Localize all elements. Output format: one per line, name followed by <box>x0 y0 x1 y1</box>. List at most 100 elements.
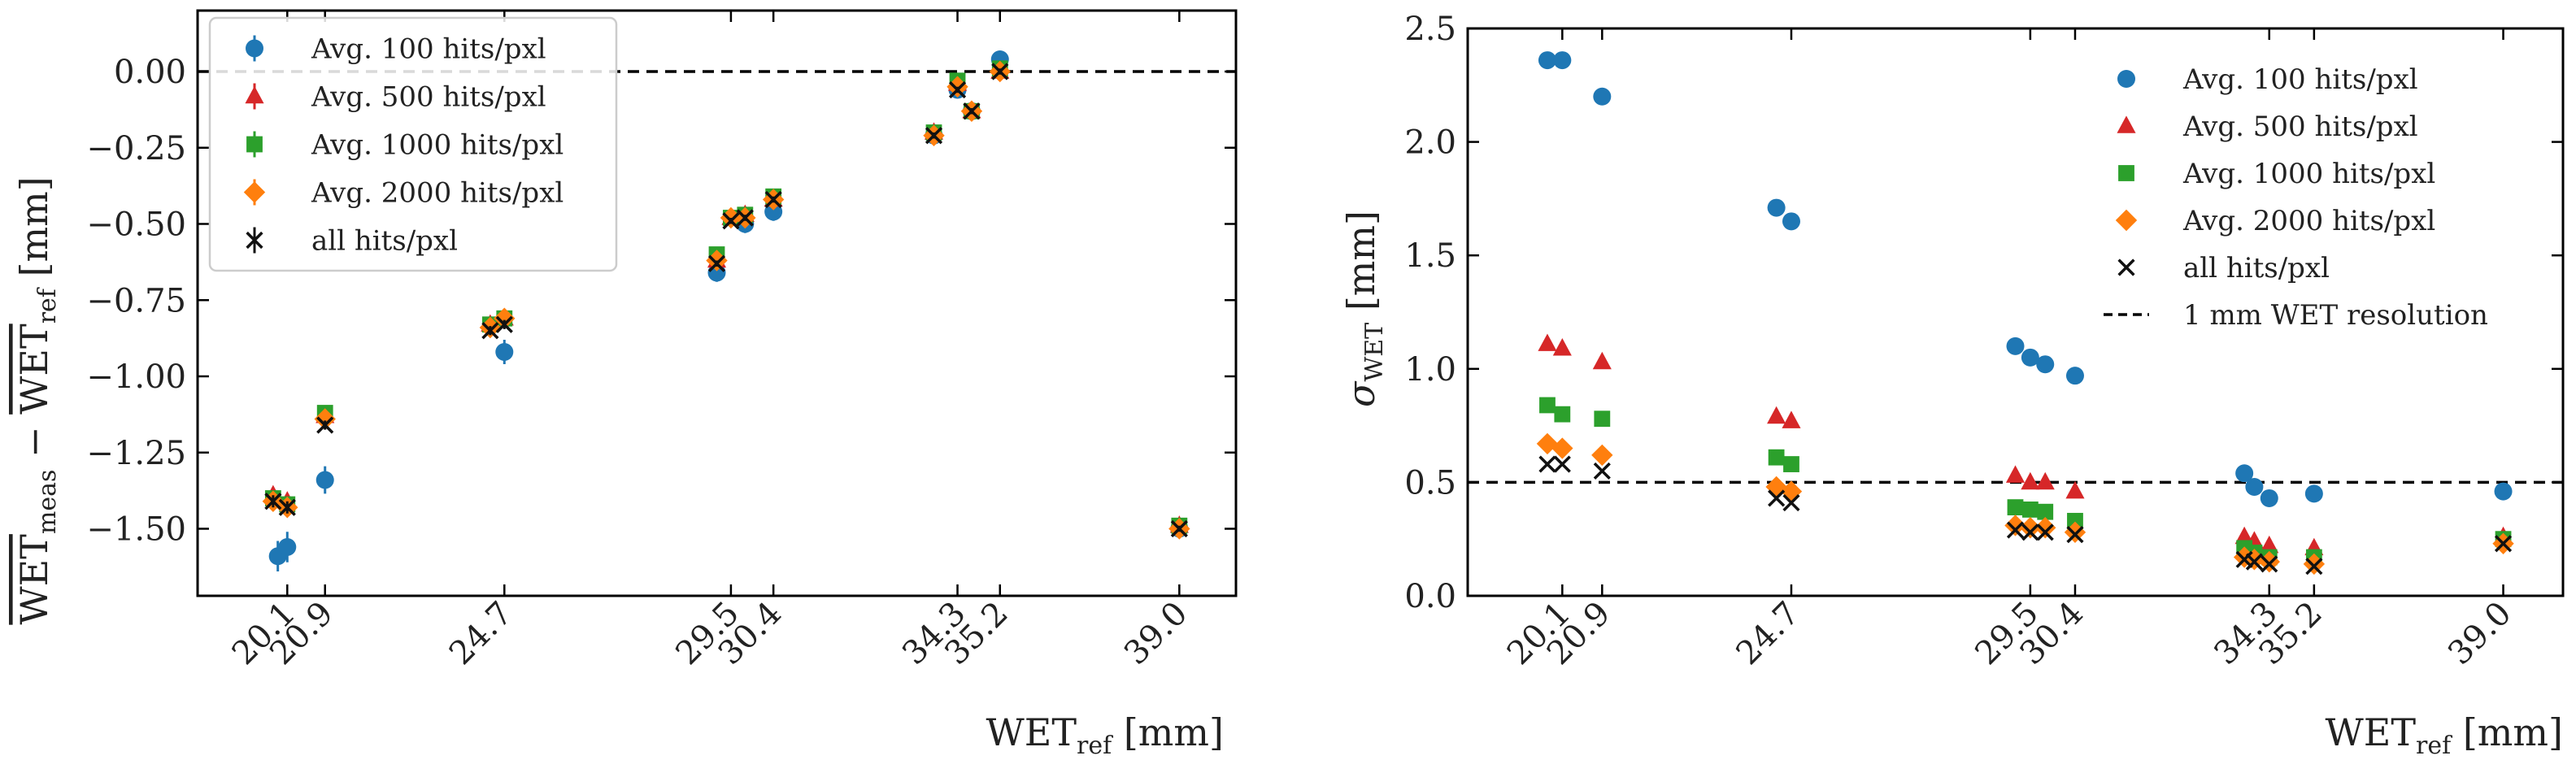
left-x-axis-label: WETref [mm] <box>986 710 1224 760</box>
left-legend: Avg. 100 hits/pxl Avg. 500 hits/pxl Avg. 1… <box>208 16 618 272</box>
series-all-hits-pxl <box>1538 455 2513 575</box>
y-tick-label: −1.50 <box>86 511 186 549</box>
data-point <box>1593 462 1611 480</box>
data-point <box>764 190 782 209</box>
data-point <box>2260 489 2278 507</box>
data-point <box>2261 555 2278 573</box>
data-point <box>1539 397 1556 414</box>
y-tick-label: 0.00 <box>114 54 186 91</box>
y-tick-label: −0.75 <box>86 282 186 319</box>
data-point <box>278 538 297 556</box>
right-y-axis-label: σWET [mm] <box>1339 211 1389 407</box>
legend-marker <box>2118 165 2134 181</box>
data-point <box>494 307 516 329</box>
data-point <box>2006 337 2025 355</box>
ylabel-unit: [mm] <box>12 176 56 289</box>
data-point <box>963 102 981 120</box>
y-tick-label: −1.25 <box>86 435 186 472</box>
legend-marker <box>2117 115 2136 133</box>
data-point <box>1782 212 1800 231</box>
xlabel-unit: [mm] <box>2451 710 2563 754</box>
x-tick-label: 24.7 <box>442 595 520 673</box>
data-point <box>2004 515 2026 536</box>
data-point <box>2260 535 2279 554</box>
data-point <box>2234 526 2254 545</box>
right-legend: Avg. 100 hits/pxl Avg. 500 hits/pxl Avg. 1… <box>2104 63 2488 332</box>
data-point <box>481 322 499 340</box>
data-point <box>2006 521 2025 539</box>
data-point <box>1768 449 1785 466</box>
data-point <box>736 209 754 227</box>
right-plot-frame <box>1466 27 2565 597</box>
legend-label-avg-1000-hits-pxl: Avg. 1000 hits/pxl <box>311 129 564 162</box>
svg-text:WETref [mm]: WETref [mm] <box>986 710 1224 760</box>
legend-label-avg-1000-hits-pxl: Avg. 1000 hits/pxl <box>2182 158 2435 190</box>
y-tick-label: 2.0 <box>1404 124 1456 162</box>
data-point <box>2245 553 2263 571</box>
data-point <box>1783 456 1799 472</box>
data-point <box>2036 523 2054 541</box>
xlabel-unit: [mm] <box>1112 710 1224 754</box>
data-point <box>722 212 740 230</box>
data-point <box>1554 406 1571 423</box>
data-point <box>1538 455 1556 473</box>
data-point <box>2007 499 2024 516</box>
xlabel-main: WET <box>2325 710 2416 754</box>
data-point <box>948 80 967 99</box>
x-tick-label: 24.7 <box>1730 595 1808 673</box>
y-tick-label: −0.50 <box>86 206 186 244</box>
data-point <box>2245 477 2264 496</box>
data-point <box>2021 348 2039 367</box>
ylabel-main-1: WET <box>12 534 56 625</box>
svg-text:WETref [mm]: WETref [mm] <box>2325 710 2563 760</box>
right-x-axis-label: WETref [mm] <box>2325 710 2563 760</box>
data-point <box>2304 484 2323 503</box>
data-point <box>2034 517 2056 539</box>
data-point <box>1536 432 1559 455</box>
left-y-axis-label: WETmeas − WETref [mm] <box>12 176 62 624</box>
data-point <box>1553 51 1572 70</box>
data-point <box>2235 550 2253 568</box>
svg-text:WETmeas − WETref [mm]: WETmeas − WETref [mm] <box>12 176 62 624</box>
xlabel-main: WET <box>986 710 1077 754</box>
y-tick-label: 1.0 <box>1404 351 1456 389</box>
xlabel-sub: ref <box>2416 732 2452 760</box>
legend-marker <box>246 136 263 153</box>
data-point <box>1782 493 1800 512</box>
data-point <box>1782 410 1801 428</box>
legend-label-avg-500-hits-pxl: Avg. 500 hits/pxl <box>2182 111 2418 143</box>
legend-label-avg-2000-hits-pxl: Avg. 2000 hits/pxl <box>2182 205 2435 237</box>
data-point <box>316 416 334 434</box>
series-all-hits-pxl <box>264 63 1188 538</box>
x-tick-label: 39.0 <box>2441 595 2519 673</box>
y-tick-label: −0.25 <box>86 130 186 167</box>
data-point <box>2035 471 2055 490</box>
data-point <box>2067 512 2083 529</box>
data-point <box>1552 338 1572 356</box>
svg-text:σWET [mm]: σWET [mm] <box>1339 211 1389 407</box>
legend-frame <box>208 16 618 272</box>
data-point <box>1767 198 1786 217</box>
legend-label-avg-100-hits-pxl: Avg. 100 hits/pxl <box>311 33 546 66</box>
data-point <box>2005 465 2026 483</box>
data-point <box>1538 333 1557 351</box>
data-point <box>2065 480 2085 499</box>
x-tick-label: 39.0 <box>1117 595 1195 673</box>
data-point <box>2494 482 2513 501</box>
data-point <box>1768 489 1786 507</box>
legend-label-all-hits-pxl: all hits/pxl <box>311 225 458 258</box>
left-plot-frame <box>196 9 1238 597</box>
legend-label-avg-2000-hits-pxl: Avg. 2000 hits/pxl <box>311 177 564 210</box>
data-point <box>278 498 296 516</box>
data-point <box>2235 464 2254 483</box>
legend-label-all-hits-pxl: all hits/pxl <box>2183 252 2330 284</box>
y-tick-label: −1.00 <box>86 358 186 396</box>
data-point <box>2305 558 2323 575</box>
data-point <box>1553 455 1571 473</box>
data-point <box>991 63 1009 80</box>
data-point <box>495 315 513 333</box>
data-point <box>1592 351 1612 370</box>
data-point <box>707 254 726 272</box>
data-point <box>315 471 334 489</box>
